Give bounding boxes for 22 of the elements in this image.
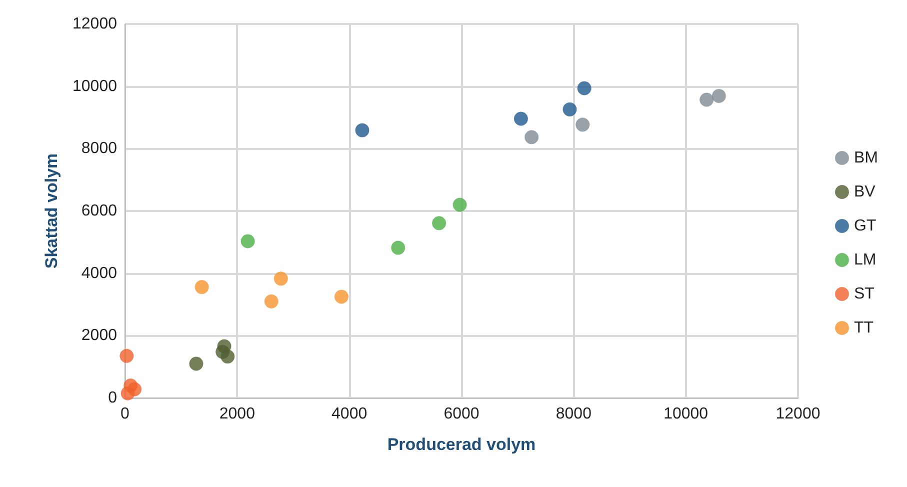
legend-label: ST [854, 286, 875, 302]
legend-label: LM [854, 252, 876, 268]
legend-label: BV [854, 184, 876, 200]
y-tick-label: 8000 [81, 140, 118, 158]
x-tick-label: 10000 [664, 406, 708, 422]
legend-label: GT [854, 218, 876, 234]
x-tick-label: 0 [120, 406, 130, 422]
x-axis-title: Producerad volym [387, 435, 536, 454]
y-tick-label: 4000 [81, 264, 118, 282]
x-tick-label: 4000 [332, 406, 368, 422]
y-tick-label: 10000 [72, 78, 118, 95]
y-tick-label: 0 [108, 390, 118, 406]
y-axis-title: Skattad volym [42, 153, 61, 269]
y-tick-label: 6000 [81, 202, 118, 220]
legend-label: BM [854, 150, 878, 166]
x-tick-label: 2000 [219, 406, 256, 422]
y-tick-label: 12000 [72, 16, 118, 32]
x-tick-label: 6000 [444, 406, 480, 422]
x-tick-label: 8000 [556, 406, 592, 422]
y-tick-label: 2000 [81, 327, 118, 344]
legend-label: TT [854, 320, 874, 336]
x-tick-label: 12000 [776, 406, 820, 422]
